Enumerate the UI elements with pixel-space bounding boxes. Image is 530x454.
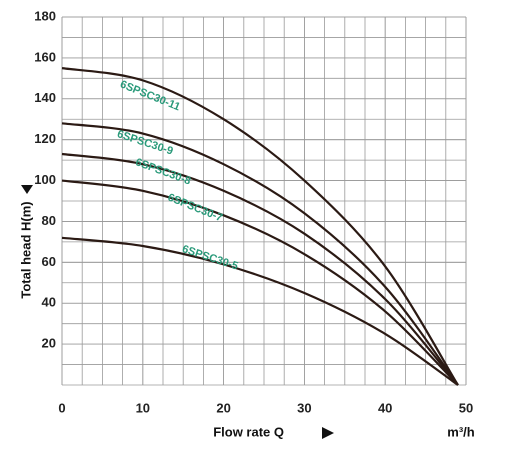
- x-tick-label: 0: [58, 400, 65, 415]
- x-axis-title: Flow rate Q: [213, 424, 284, 439]
- x-tick-label: 40: [378, 400, 392, 415]
- curve-label: 6SPSC30-9: [116, 128, 175, 157]
- x-tick-label: 30: [297, 400, 311, 415]
- x-tick-label: 20: [216, 400, 230, 415]
- y-axis-title: Total head H(m): [18, 201, 33, 298]
- x-tick-label: 10: [136, 400, 150, 415]
- x-tick-label: 50: [459, 400, 473, 415]
- pump-curve: [61, 122, 459, 386]
- curve-label: 6SPSC30-7: [166, 191, 224, 224]
- y-tick-label: 180: [34, 8, 56, 23]
- x-unit: m³/h: [447, 424, 475, 439]
- pump-curve: [61, 152, 459, 386]
- y-tick-label: 120: [34, 131, 56, 146]
- axis-arrow: [322, 427, 334, 439]
- y-tick-label: 140: [34, 90, 56, 105]
- pump-curve: [61, 67, 459, 386]
- y-tick-label: 60: [42, 254, 56, 269]
- y-tick-label: 160: [34, 49, 56, 64]
- curve-label: 6SPSC30-5: [181, 243, 240, 272]
- y-tick-label: 20: [42, 336, 56, 351]
- y-tick-label: 40: [42, 295, 56, 310]
- grid: [61, 16, 467, 386]
- pump-curve: [61, 179, 459, 386]
- pump-curve: [61, 236, 459, 386]
- y-tick-label: 100: [34, 172, 56, 187]
- y-tick-label: 80: [42, 213, 56, 228]
- axis-arrow: [21, 185, 33, 194]
